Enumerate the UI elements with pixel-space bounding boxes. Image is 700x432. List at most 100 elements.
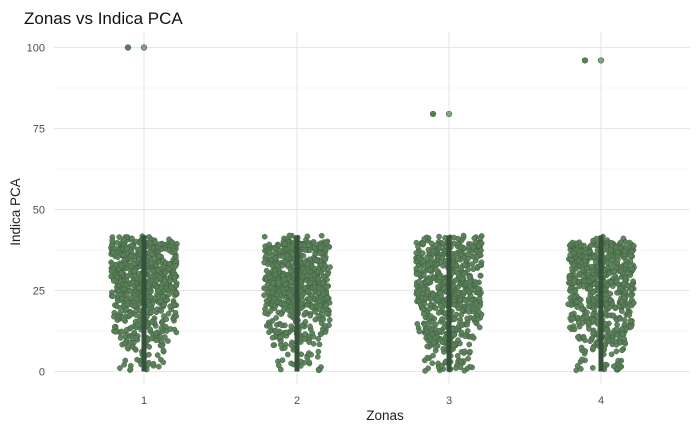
- data-point: [124, 344, 131, 351]
- outlier-point: [429, 110, 437, 118]
- data-point: [283, 329, 289, 336]
- data-point: [630, 243, 637, 249]
- data-point: [567, 241, 574, 248]
- data-point: [302, 331, 309, 337]
- data-point: [121, 257, 127, 264]
- data-point: [316, 250, 323, 257]
- data-point: [565, 301, 572, 308]
- data-point: [133, 312, 140, 319]
- data-point: [451, 315, 458, 322]
- data-point: [430, 248, 437, 255]
- data-point: [278, 321, 284, 328]
- data-point: [627, 318, 634, 324]
- x-tick-label: 2: [294, 395, 300, 407]
- data-point: [172, 263, 179, 269]
- data-point: [458, 311, 465, 318]
- data-point: [166, 291, 172, 297]
- x-tick-label: 4: [598, 395, 604, 407]
- data-point: [461, 367, 468, 374]
- data-point: [150, 268, 157, 275]
- data-point: [621, 335, 627, 342]
- data-point: [300, 252, 307, 259]
- data-point: [173, 313, 180, 319]
- data-point: [432, 321, 439, 328]
- data-point: [630, 300, 637, 306]
- data-point: [268, 284, 275, 291]
- data-point: [315, 312, 322, 319]
- data-point: [302, 247, 308, 253]
- x-tick-label: 1: [141, 395, 147, 407]
- data-point: [308, 351, 315, 358]
- data-point: [266, 241, 272, 248]
- data-point: [473, 300, 479, 307]
- data-point: [156, 253, 162, 260]
- data-point: [156, 241, 163, 248]
- data-point: [315, 276, 321, 282]
- data-point: [109, 237, 116, 244]
- data-point: [613, 348, 620, 355]
- data-point: [158, 308, 164, 314]
- data-point: [118, 328, 125, 335]
- data-point: [576, 248, 583, 255]
- data-point: [618, 326, 625, 332]
- data-point: [627, 253, 634, 259]
- data-point: [320, 291, 327, 298]
- data-point: [150, 360, 157, 367]
- data-point: [622, 239, 629, 245]
- data-point: [476, 324, 483, 331]
- data-point: [574, 362, 581, 369]
- data-point: [613, 244, 619, 251]
- data-point: [467, 293, 474, 299]
- data-point: [309, 304, 315, 311]
- data-point: [455, 290, 462, 297]
- data-point: [154, 352, 161, 358]
- data-point: [304, 354, 311, 361]
- data-point: [307, 280, 314, 286]
- data-point: [123, 291, 130, 298]
- data-point: [121, 340, 128, 346]
- data-point: [159, 338, 165, 345]
- data-point: [146, 344, 153, 350]
- data-point: [462, 333, 468, 339]
- x-axis-title: Zonas: [366, 408, 404, 423]
- data-point: [624, 269, 631, 276]
- data-point: [585, 296, 592, 302]
- data-point: [428, 240, 435, 247]
- data-point: [147, 239, 153, 246]
- data-point: [586, 302, 593, 309]
- y-tick-label: 100: [27, 43, 45, 55]
- data-point: [163, 316, 170, 323]
- data-point: [265, 289, 271, 296]
- data-point: [157, 275, 163, 281]
- data-point: [575, 319, 582, 326]
- data-point: [263, 297, 270, 304]
- data-point: [426, 324, 432, 331]
- data-point: [619, 347, 625, 354]
- data-point: [287, 292, 294, 299]
- data-point: [576, 283, 583, 289]
- data-point: [461, 262, 468, 268]
- y-tick-label: 75: [33, 124, 45, 136]
- data-point: [587, 338, 594, 345]
- data-point: [315, 367, 322, 374]
- data-point: [146, 234, 152, 240]
- data-point: [465, 309, 472, 315]
- data-point: [272, 327, 279, 334]
- data-point: [436, 328, 442, 334]
- data-point: [305, 242, 312, 248]
- data-point: [117, 305, 124, 311]
- data-point: [578, 306, 585, 312]
- data-point: [133, 238, 139, 245]
- data-point: [583, 253, 590, 260]
- data-point: [424, 354, 431, 361]
- x-axis-ticks: 1 2 3 4: [141, 395, 604, 407]
- data-point: [618, 308, 625, 314]
- data-point: [277, 248, 283, 254]
- data-point: [477, 262, 484, 268]
- data-point: [465, 266, 472, 273]
- data-point: [112, 262, 119, 269]
- data-point: [440, 345, 447, 352]
- data-point: [455, 256, 461, 262]
- data-point: [434, 261, 440, 268]
